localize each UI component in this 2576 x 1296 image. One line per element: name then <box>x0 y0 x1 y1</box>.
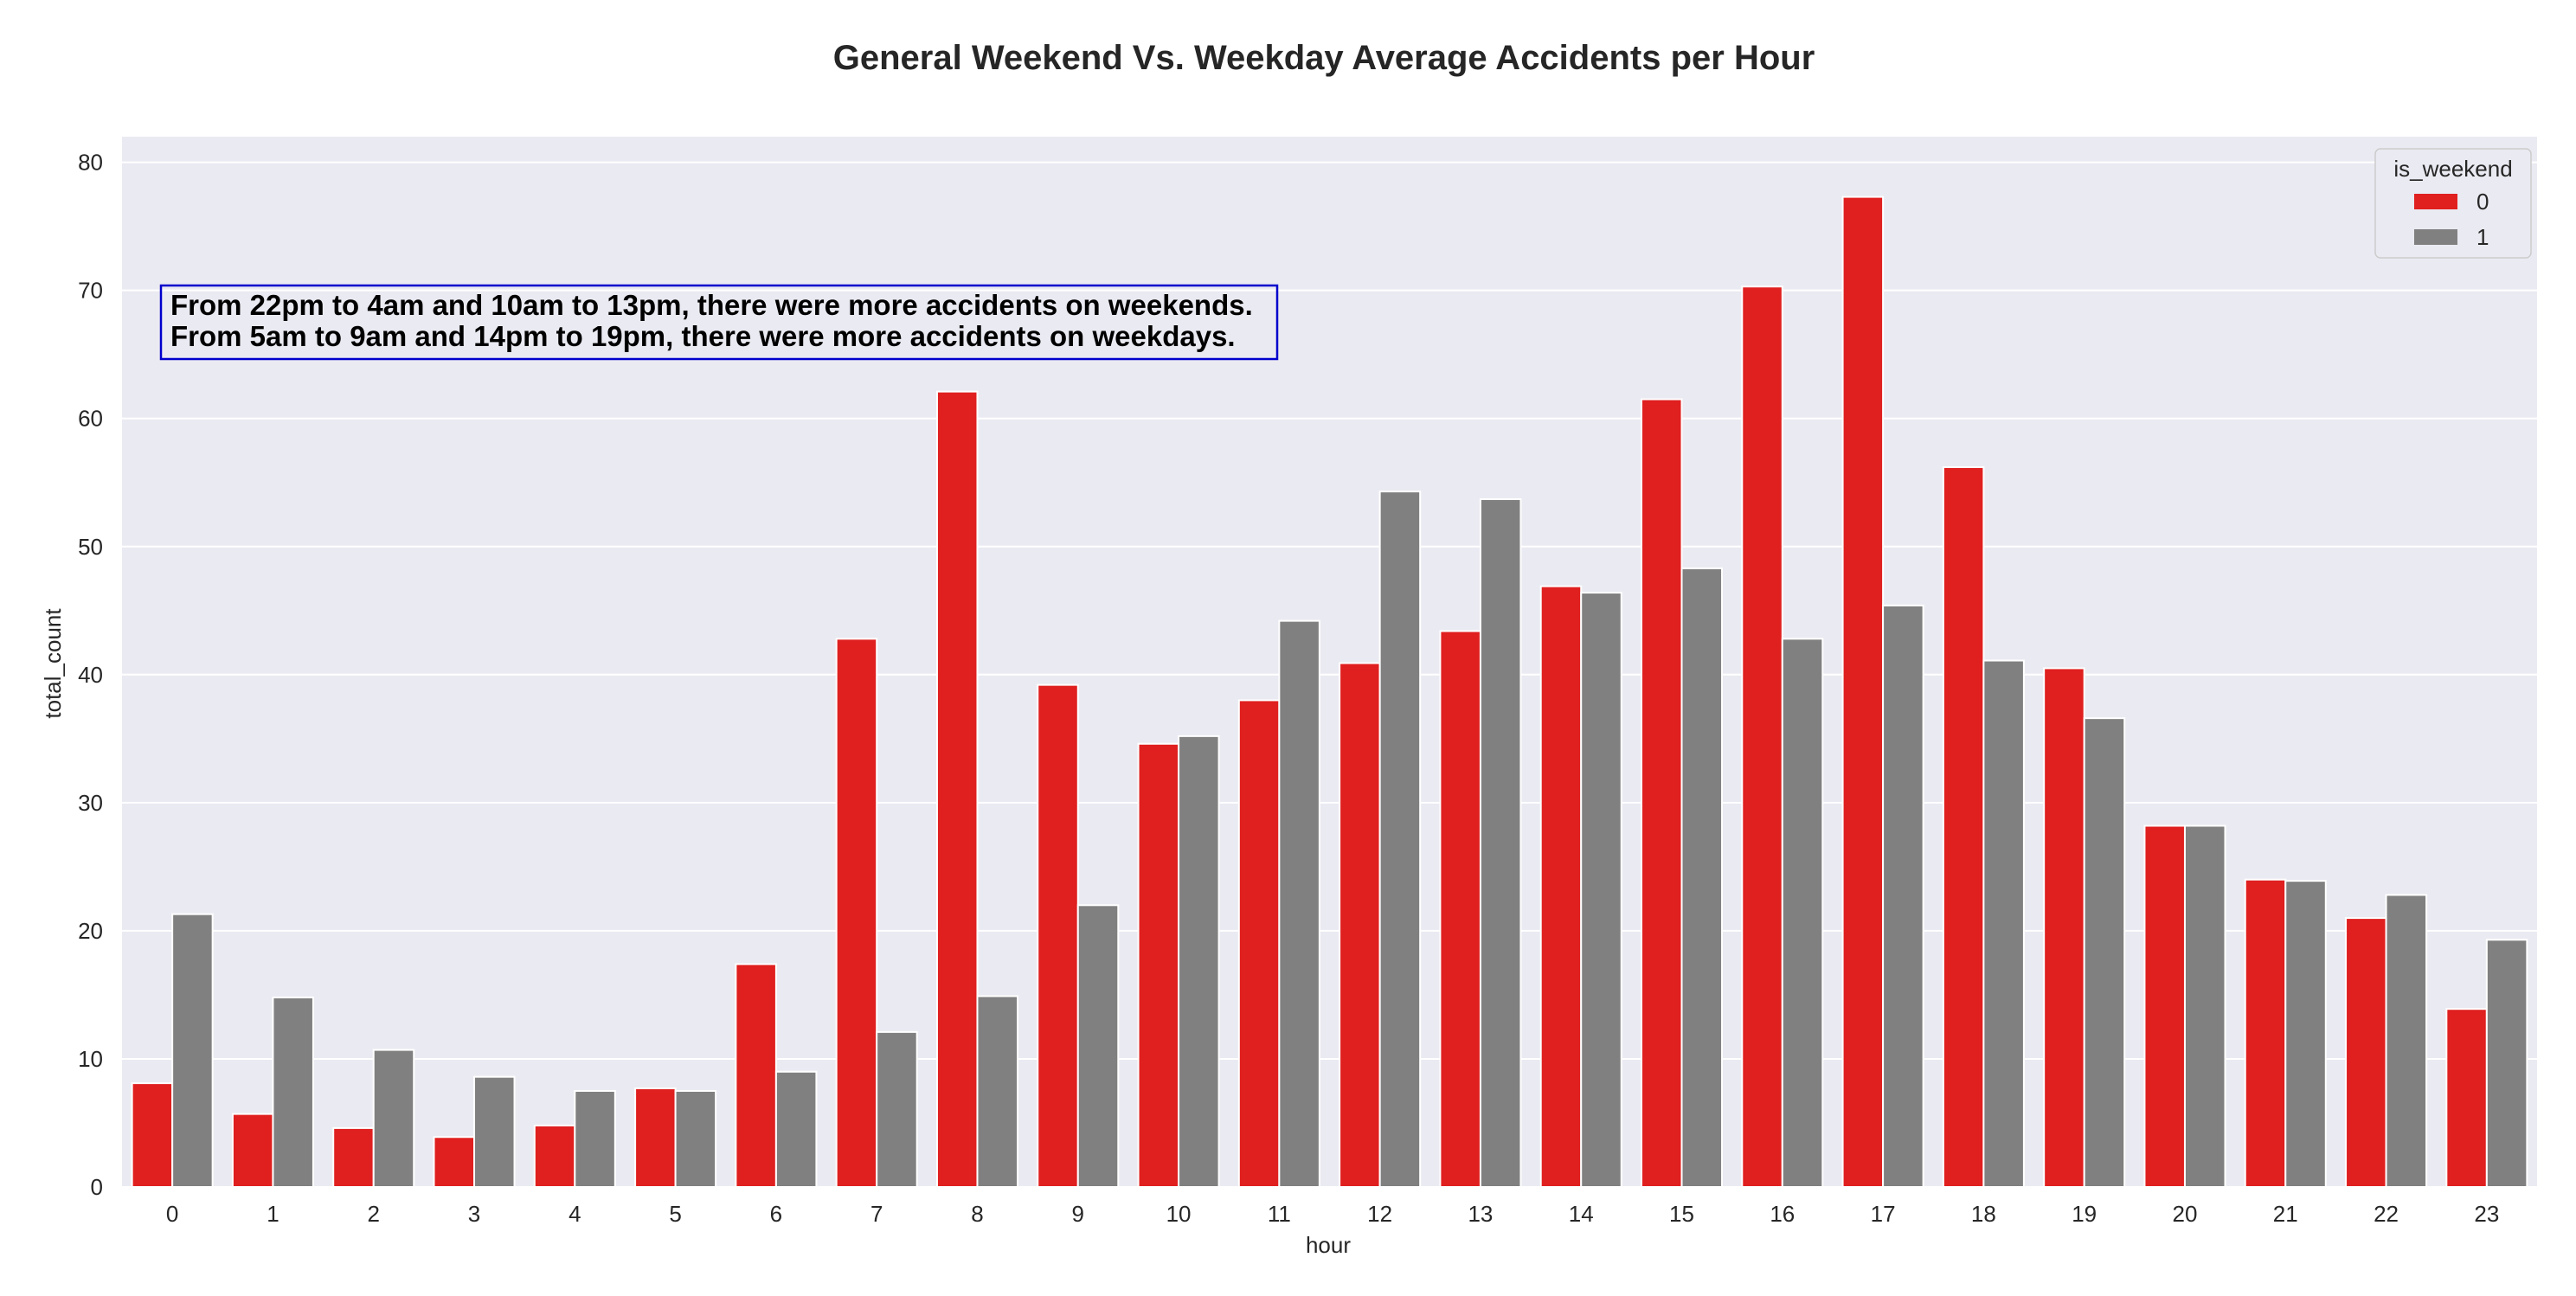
legend-label-1: 1 <box>2476 224 2489 250</box>
bar-hour-1-series-1 <box>272 996 314 1189</box>
y-tick-label-5: 50 <box>78 534 103 560</box>
bar-hour-2-series-0 <box>332 1126 375 1189</box>
bar-hour-5-series-0 <box>634 1087 677 1188</box>
chart-title: General Weekend Vs. Weekday Average Acci… <box>833 39 1815 77</box>
x-tick-label-9: 9 <box>1072 1201 1084 1227</box>
x-tick-label-4: 4 <box>569 1201 581 1227</box>
y-axis-label: total_count <box>40 608 66 719</box>
bar-hour-14-series-1 <box>1580 592 1622 1188</box>
x-tick-label-14: 14 <box>1569 1201 1594 1227</box>
x-tick-label-23: 23 <box>2474 1201 2499 1227</box>
bar-hour-20-series-0 <box>2143 824 2186 1188</box>
bar-hour-21-series-0 <box>2244 878 2287 1188</box>
bar-hour-22-series-0 <box>2345 917 2387 1188</box>
bar-hour-9-series-1 <box>1076 904 1120 1189</box>
y-tick-label-2: 20 <box>78 918 103 944</box>
x-tick-label-5: 5 <box>669 1201 681 1227</box>
bar-hour-13-series-0 <box>1439 630 1481 1188</box>
annotation-border <box>159 284 1279 361</box>
x-tick-label-10: 10 <box>1166 1201 1192 1227</box>
bar-hour-19-series-1 <box>2083 717 2126 1188</box>
annotation-box: From 22pm to 4am and 10am to 13pm, there… <box>159 284 1279 361</box>
bar-hour-21-series-1 <box>2284 880 2327 1188</box>
bars <box>131 196 2528 1189</box>
legend-swatch-0 <box>2414 194 2457 209</box>
x-tick-label-18: 18 <box>1971 1201 1996 1227</box>
bar-hour-17-series-0 <box>1841 196 1885 1189</box>
y-tick-label-4: 40 <box>78 662 103 688</box>
bar-hour-8-series-1 <box>976 995 1018 1189</box>
x-tick-label-0: 0 <box>166 1201 178 1227</box>
y-tick-label-0: 0 <box>91 1174 103 1200</box>
bar-hour-17-series-1 <box>1882 604 1924 1188</box>
grid-lines <box>122 161 2537 1188</box>
y-tick-label-6: 60 <box>78 406 103 432</box>
bar-hour-10-series-0 <box>1137 742 1180 1188</box>
bar-hour-18-series-0 <box>1942 465 1985 1188</box>
bar-hour-11-series-1 <box>1278 619 1320 1188</box>
bar-hour-10-series-1 <box>1178 735 1220 1188</box>
y-tick-label-8: 80 <box>78 150 103 176</box>
x-tick-label-11: 11 <box>1268 1201 1291 1227</box>
x-tick-label-8: 8 <box>971 1201 983 1227</box>
bar-hour-8-series-0 <box>935 390 979 1188</box>
bar-hour-23-series-1 <box>2485 939 2528 1189</box>
bar-hour-3-series-1 <box>473 1075 516 1189</box>
x-tick-label-21: 21 <box>2273 1201 2298 1227</box>
bar-hour-18-series-1 <box>1982 659 2025 1188</box>
x-tick-label-16: 16 <box>1770 1201 1795 1227</box>
bar-hour-5-series-1 <box>674 1089 717 1188</box>
bar-hour-14-series-0 <box>1539 585 1583 1188</box>
legend-title: is_weekend <box>2393 156 2512 182</box>
y-tick-label-1: 10 <box>78 1046 103 1072</box>
bar-hour-23-series-0 <box>2445 1008 2488 1188</box>
bar-hour-12-series-0 <box>1339 662 1381 1188</box>
bar-hour-16-series-0 <box>1741 286 1783 1189</box>
annotation-line-2: From 5am to 9am and 14pm to 19pm, there … <box>170 320 1236 352</box>
bar-hour-4-series-0 <box>533 1124 576 1189</box>
y-tick-label-7: 70 <box>78 278 103 304</box>
x-tick-label-3: 3 <box>468 1201 480 1227</box>
bar-hour-0-series-0 <box>131 1082 174 1188</box>
bar-hour-15-series-1 <box>1680 567 1724 1188</box>
x-tick-label-13: 13 <box>1468 1201 1493 1227</box>
bar-hour-9-series-0 <box>1037 683 1079 1188</box>
bar-hour-7-series-0 <box>835 638 878 1188</box>
bar-hour-12-series-1 <box>1378 491 1422 1188</box>
x-tick-label-12: 12 <box>1367 1201 1392 1227</box>
x-tick-label-20: 20 <box>2173 1201 2198 1227</box>
bar-hour-2-series-1 <box>372 1049 415 1188</box>
x-tick-label-1: 1 <box>267 1201 279 1227</box>
bar-hour-7-series-1 <box>876 1030 918 1188</box>
legend-label-0: 0 <box>2476 189 2489 215</box>
bar-hour-0-series-1 <box>171 913 214 1189</box>
x-tick-label-2: 2 <box>367 1201 379 1227</box>
bar-hour-11-series-0 <box>1237 699 1281 1188</box>
annotation-line-1: From 22pm to 4am and 10am to 13pm, there… <box>170 289 1253 321</box>
bar-hour-20-series-1 <box>2183 824 2226 1188</box>
plot-area <box>122 137 2537 1187</box>
x-tick-label-15: 15 <box>1669 1201 1694 1227</box>
bar-hour-22-series-1 <box>2385 894 2428 1188</box>
bar-hour-13-series-1 <box>1479 497 1522 1188</box>
x-tick-label-17: 17 <box>1871 1201 1896 1227</box>
legend-swatch-1 <box>2414 229 2457 245</box>
y-tick-label-3: 30 <box>78 790 103 816</box>
bar-hour-19-series-0 <box>2043 667 2085 1188</box>
bar-hour-6-series-1 <box>774 1070 818 1188</box>
x-tick-label-19: 19 <box>2072 1201 2097 1227</box>
legend: is_weekend 0 1 <box>2374 148 2532 259</box>
bar-hour-1-series-0 <box>231 1113 274 1188</box>
bar-hour-3-series-0 <box>433 1136 476 1189</box>
x-axis-label: hour <box>1306 1232 1351 1258</box>
bar-hour-6-series-0 <box>735 963 777 1189</box>
x-tick-label-7: 7 <box>870 1201 883 1227</box>
bar-hour-4-series-1 <box>574 1089 616 1188</box>
x-tick-label-22: 22 <box>2374 1201 2399 1227</box>
bar-hour-16-series-1 <box>1781 638 1824 1188</box>
bar-hour-15-series-0 <box>1641 398 1683 1188</box>
x-tick-label-6: 6 <box>770 1201 782 1227</box>
